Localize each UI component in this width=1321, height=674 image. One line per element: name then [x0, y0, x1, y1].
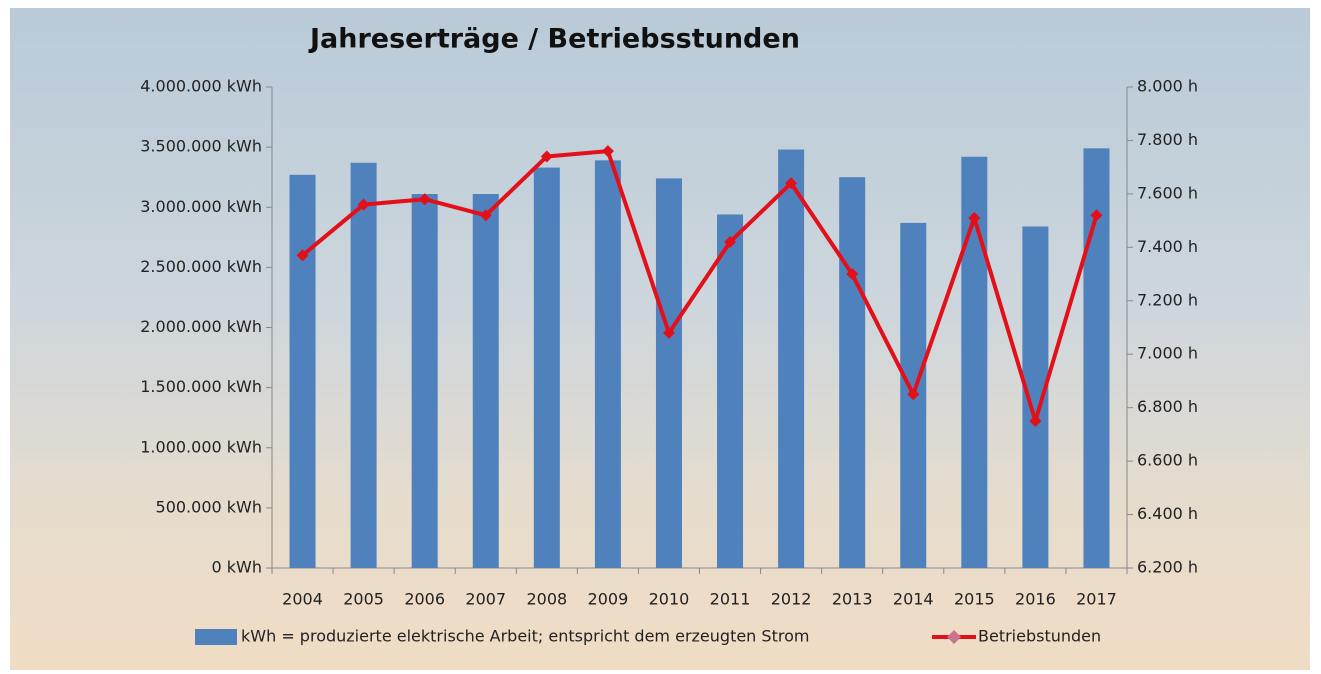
marker: [968, 211, 981, 224]
x-tick-label: 2010: [649, 590, 690, 609]
marker: [540, 150, 553, 163]
y2-tick-label: 7.600 h: [1137, 183, 1198, 202]
marker: [662, 326, 675, 339]
bar: [472, 194, 499, 568]
x-tick-label: 2007: [465, 590, 506, 609]
marker: [296, 249, 309, 262]
y2-tick-label: 6.200 h: [1137, 558, 1198, 577]
bar: [839, 177, 866, 568]
x-tick-label: 2009: [588, 590, 629, 609]
marker: [846, 268, 859, 281]
y2-tick-label: 8.000 h: [1137, 77, 1198, 96]
y2-tick-label: 7.200 h: [1137, 290, 1198, 309]
bar: [778, 149, 805, 568]
y2-tick-label: 7.400 h: [1137, 237, 1198, 256]
legend-label: Betriebstunden: [978, 627, 1101, 646]
bar: [533, 167, 560, 568]
marker: [479, 209, 492, 222]
bar: [411, 194, 438, 568]
bar: [350, 162, 377, 568]
x-tick-label: 2008: [526, 590, 567, 609]
y-tick-label: 2.000.000 kWh: [140, 317, 262, 336]
y2-tick-label: 6.600 h: [1137, 451, 1198, 470]
x-tick-label: 2016: [1015, 590, 1056, 609]
bar: [594, 160, 621, 569]
x-tick-label: 2005: [343, 590, 384, 609]
marker: [1029, 415, 1042, 428]
bar: [289, 174, 316, 568]
x-tick-label: 2014: [893, 590, 934, 609]
y-tick-label: 3.000.000 kWh: [140, 197, 262, 216]
marker: [418, 193, 431, 206]
x-tick-label: 2004: [282, 590, 323, 609]
y-tick-label: 1.500.000 kWh: [140, 377, 262, 396]
y-tick-label: 0 kWh: [212, 558, 263, 577]
y-tick-label: 2.500.000 kWh: [140, 257, 262, 276]
marker: [1090, 209, 1103, 222]
chart-title: Jahreserträge / Betriebsstunden: [308, 24, 800, 55]
y-tick-label: 500.000 kWh: [156, 497, 262, 516]
marker: [724, 235, 737, 248]
marker: [907, 388, 920, 401]
x-tick-label: 2011: [710, 590, 751, 609]
x-tick-label: 2006: [404, 590, 445, 609]
x-tick-label: 2012: [771, 590, 812, 609]
y2-tick-label: 6.400 h: [1137, 504, 1198, 523]
line: [301, 149, 1099, 424]
x-tick-label: 2017: [1076, 590, 1117, 609]
x-tick-label: 2015: [954, 590, 995, 609]
marker: [785, 177, 798, 190]
y2-tick-label: 7.000 h: [1137, 344, 1198, 363]
marker: [601, 145, 614, 158]
legend-label: kWh = produzierte elektrische Arbeit; en…: [241, 627, 809, 646]
legend-marker: [947, 630, 961, 644]
x-tick-label: 2013: [832, 590, 873, 609]
y2-tick-label: 6.800 h: [1137, 397, 1198, 416]
y-tick-label: 4.000.000 kWh: [140, 77, 262, 96]
y-tick-label: 1.000.000 kWh: [140, 437, 262, 456]
y2-tick-label: 7.800 h: [1137, 130, 1198, 149]
bar: [961, 156, 988, 568]
bar: [717, 214, 744, 568]
bar: [655, 178, 682, 568]
marker: [357, 198, 370, 211]
y-tick-label: 3.500.000 kWh: [140, 137, 262, 156]
legend-swatch: [195, 629, 237, 645]
